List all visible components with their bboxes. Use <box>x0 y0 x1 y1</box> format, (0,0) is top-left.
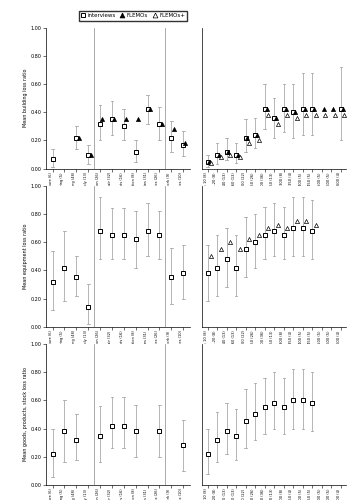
Y-axis label: Mean goods, products, stock loss ratio: Mean goods, products, stock loss ratio <box>23 368 28 462</box>
Y-axis label: Mean equipment loss ratio: Mean equipment loss ratio <box>23 224 28 289</box>
Y-axis label: Mean building loss ratio: Mean building loss ratio <box>23 69 28 128</box>
Legend: interviews, FLEMOs, FLEMOs+: interviews, FLEMOs, FLEMOs+ <box>79 11 187 20</box>
